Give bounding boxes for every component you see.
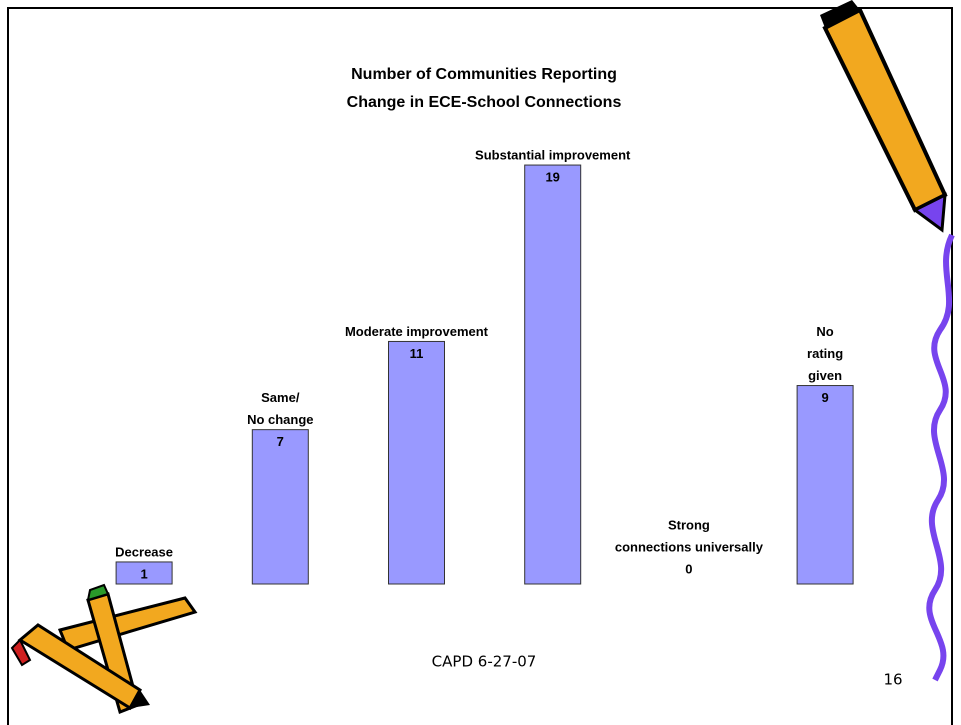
value-label: 1 (140, 566, 147, 581)
page-number: 16 (883, 671, 902, 689)
pencils-decoration (10, 583, 198, 714)
category-label: connections universally (615, 539, 764, 554)
category-label: given (808, 368, 842, 383)
value-label: 11 (410, 346, 424, 361)
pencil-decoration (820, 0, 948, 233)
chart-title: Number of Communities Reporting (351, 66, 617, 83)
category-label: Substantial improvement (475, 147, 631, 162)
bar (115, 561, 173, 585)
slide-frame (7, 7, 953, 725)
bar (796, 385, 854, 585)
category-label: Same/ (261, 390, 300, 405)
category-label: rating (807, 346, 843, 361)
footer-text: CAPD 6-27-07 (432, 653, 537, 671)
category-label: No change (247, 412, 313, 427)
chart-title: Change in ECE-School Connections (347, 94, 622, 111)
category-label: Moderate improvement (345, 324, 489, 339)
squiggle-decoration (926, 233, 955, 682)
category-label: No (816, 324, 833, 339)
value-label: 0 (685, 561, 692, 576)
bar (524, 164, 582, 585)
value-label: 19 (545, 169, 559, 184)
category-label: Decrease (115, 544, 173, 559)
category-label: Strong (668, 517, 710, 532)
value-label: 7 (277, 434, 284, 449)
bar (251, 429, 309, 585)
value-label: 9 (821, 390, 828, 405)
bar (388, 340, 445, 585)
